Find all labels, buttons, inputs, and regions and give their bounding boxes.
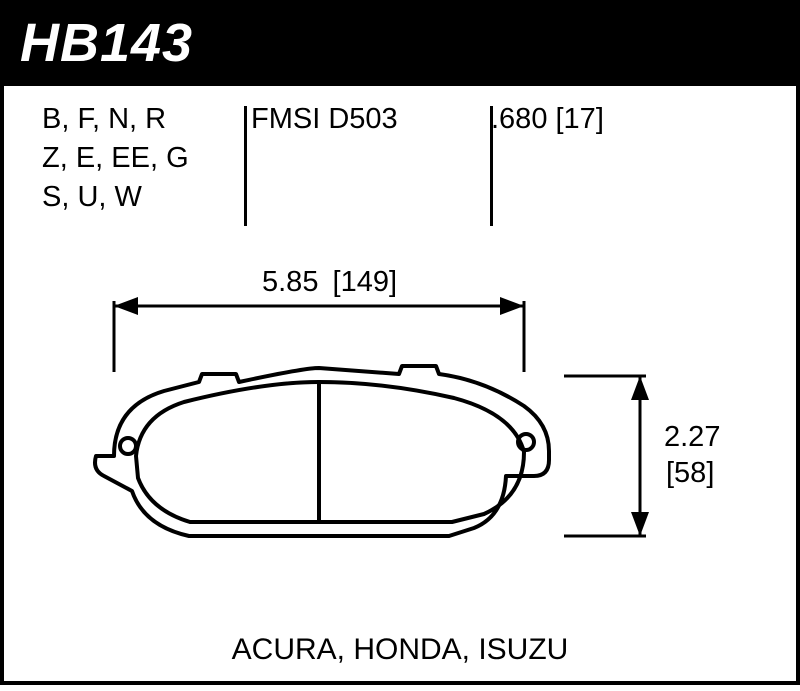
brand-list: ACURA, HONDA, ISUZU <box>232 633 569 666</box>
compounds-line3: S, U, W <box>42 178 239 217</box>
divider-rule-2 <box>490 106 493 226</box>
width-dimension: 5.85 [149] <box>114 266 524 372</box>
height-mm: [58] <box>666 457 714 489</box>
brake-pad-diagram: 5.85 [149] 2.27 [58] <box>4 246 796 626</box>
part-number-header: HB143 <box>0 0 800 86</box>
compounds-line1: B, F, N, R <box>42 100 239 139</box>
width-mm: [149] <box>333 266 398 298</box>
fmsi-value: FMSI D503 <box>251 100 479 139</box>
width-dim-label: 5.85 [149] <box>262 266 397 298</box>
height-in: 2.27 <box>664 421 720 453</box>
info-row: B, F, N, R Z, E, EE, G S, U, W FMSI D503… <box>4 86 796 231</box>
width-in: 5.85 <box>262 266 318 298</box>
content-frame: B, F, N, R Z, E, EE, G S, U, W FMSI D503… <box>0 86 800 685</box>
divider-rule-1 <box>244 106 247 226</box>
part-number-text: HB143 <box>20 13 193 73</box>
thickness-value: .680 [17] <box>491 100 796 139</box>
brand-footer: ACURA, HONDA, ISUZU <box>4 633 796 667</box>
brake-pad-shape <box>95 366 549 536</box>
height-dimension: 2.27 [58] <box>564 376 720 536</box>
compounds-line2: Z, E, EE, G <box>42 139 239 178</box>
thickness-column: .680 [17] <box>479 100 796 217</box>
fmsi-column: FMSI D503 <box>239 100 479 217</box>
compounds-column: B, F, N, R Z, E, EE, G S, U, W <box>4 100 239 217</box>
